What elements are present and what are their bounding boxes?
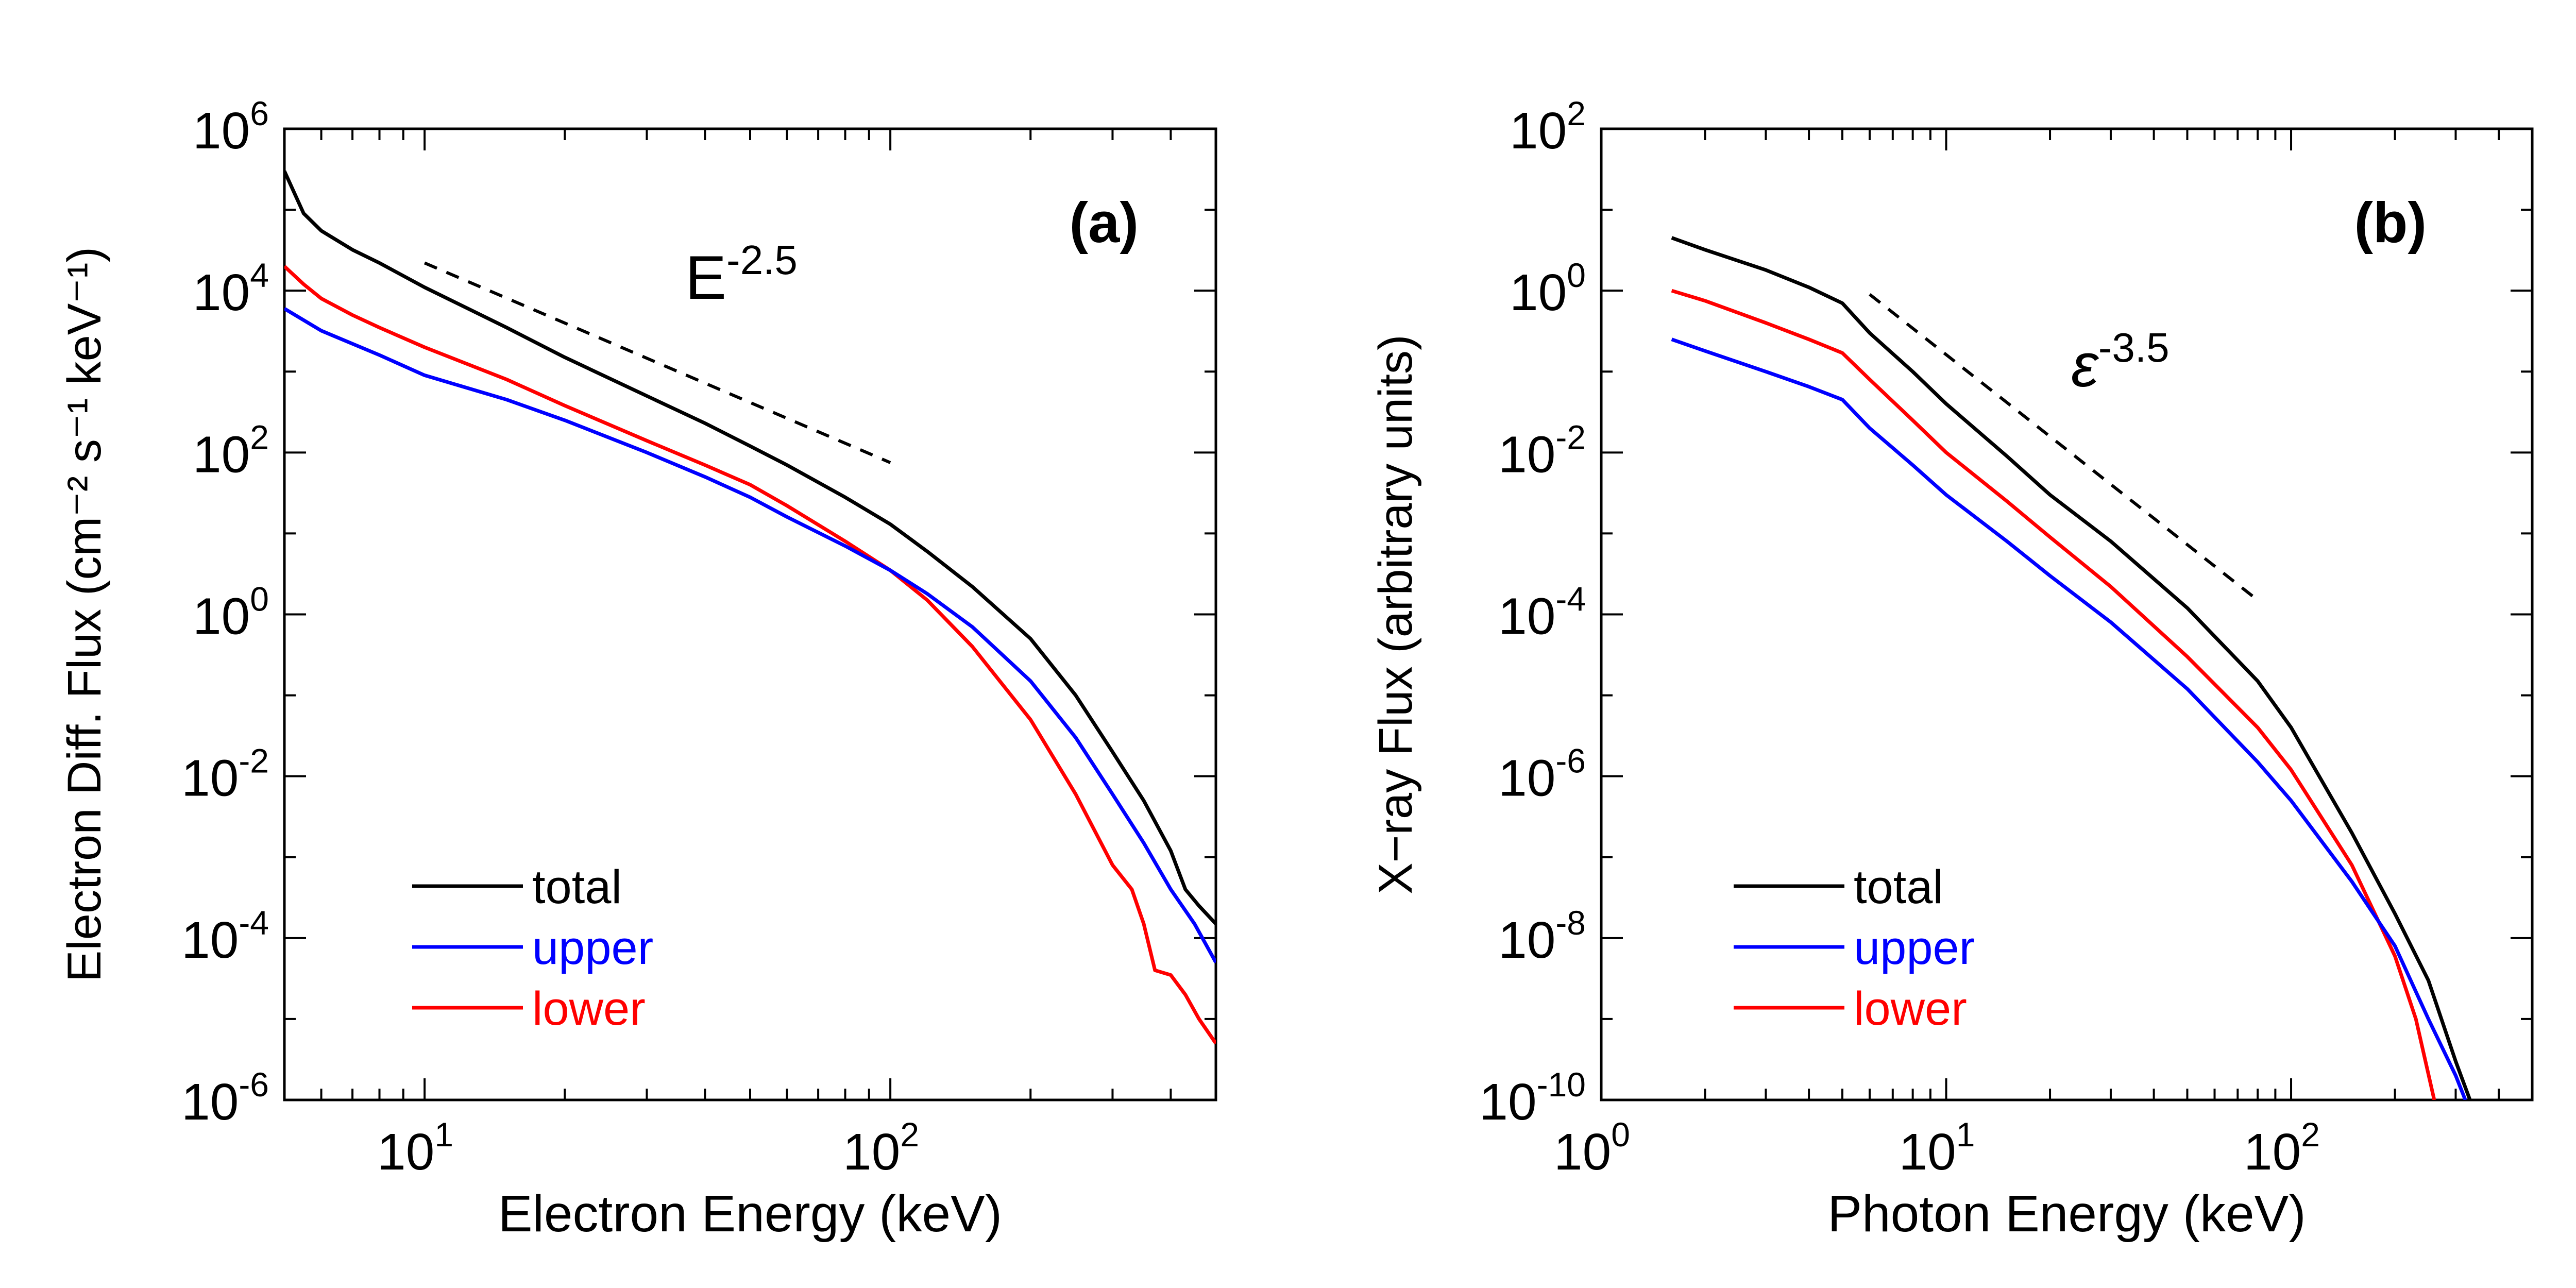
y-tick-label-base: 10 <box>1510 264 1567 321</box>
y-tick-label-base: 10 <box>181 911 239 969</box>
y-tick-label: 102 <box>1510 94 1586 160</box>
x-tick-label-exponent: 1 <box>1956 1115 1975 1154</box>
y-tick-label-exponent: -2 <box>1555 418 1586 456</box>
x-tick-label: 100 <box>1554 1115 1630 1181</box>
x-tick-label-base: 10 <box>377 1123 434 1181</box>
legend-label-upper: upper <box>1854 922 1975 974</box>
y-tick-label: 100 <box>1510 256 1586 321</box>
y-tick-label-base: 10 <box>181 1073 239 1131</box>
y-tick-label-exponent: -4 <box>1555 580 1586 618</box>
x-axis-label: Photon Energy (keV) <box>1827 1185 2306 1243</box>
power-law-label-exponent: -3.5 <box>2098 325 2170 370</box>
y-tick-label-exponent: 6 <box>250 94 269 132</box>
y-tick-label: 10-6 <box>1498 742 1586 807</box>
x-tick-label-exponent: 0 <box>1611 1115 1630 1154</box>
legend-label-upper: upper <box>532 922 653 974</box>
series-line-upper <box>1671 337 2467 1100</box>
x-tick-label: 101 <box>377 1115 453 1181</box>
y-tick-label-exponent: -4 <box>239 904 269 942</box>
y-tick-label-exponent: 2 <box>1567 94 1586 132</box>
y-axis-label: Electron Diff. Flux (cm⁻² s⁻¹ keV⁻¹) <box>58 247 111 982</box>
power-law-reference-line <box>423 261 891 464</box>
x-tick-label: 101 <box>1899 1115 1975 1181</box>
y-tick-label-base: 10 <box>193 588 250 646</box>
y-tick-label-base: 10 <box>1498 750 1555 807</box>
series-line-total <box>284 170 1216 925</box>
legend-label-lower: lower <box>1854 982 1967 1035</box>
y-tick-label-exponent: -6 <box>239 1065 269 1104</box>
power-law-label-base: ε <box>2071 331 2099 400</box>
y-tick-label-base: 10 <box>1498 911 1555 969</box>
power-law-reference-line <box>1869 293 2259 602</box>
y-tick-label: 10-2 <box>181 742 269 807</box>
y-tick-label-base: 10 <box>1479 1073 1536 1131</box>
y-tick-label-exponent: -10 <box>1537 1065 1586 1104</box>
y-tick-label-exponent: -2 <box>239 742 269 780</box>
y-tick-label-base: 10 <box>193 102 250 160</box>
series-line-lower <box>1671 289 2436 1100</box>
y-tick-label: 10-2 <box>1498 418 1586 483</box>
x-tick-label: 102 <box>2244 1115 2320 1181</box>
x-tick-label-base: 10 <box>2244 1123 2301 1181</box>
x-axis-label: Electron Energy (keV) <box>498 1185 1002 1243</box>
y-tick-label-exponent: -6 <box>1555 742 1586 780</box>
series-line-lower <box>284 265 1216 1045</box>
y-tick-label: 10-4 <box>1498 580 1586 646</box>
power-law-label: ε-3.5 <box>2071 325 2170 400</box>
series-line-total <box>1671 236 2472 1100</box>
x-tick-label-exponent: 2 <box>900 1115 919 1154</box>
x-tick-label-base: 10 <box>1554 1123 1611 1181</box>
y-tick-label: 10-8 <box>1498 904 1586 969</box>
y-tick-label: 102 <box>193 418 269 483</box>
y-tick-label-base: 10 <box>181 750 239 807</box>
y-tick-label-base: 10 <box>193 264 250 321</box>
power-law-label-base: E <box>685 243 726 312</box>
y-tick-label: 106 <box>193 94 269 160</box>
legend-label-total: total <box>532 861 622 913</box>
y-tick-label: 100 <box>193 580 269 646</box>
y-tick-label-exponent: -8 <box>1555 904 1586 942</box>
series-line-upper <box>284 307 1216 963</box>
legend-label-lower: lower <box>532 982 646 1035</box>
legend-label-total: total <box>1854 861 1943 913</box>
x-tick-label: 102 <box>843 1115 919 1181</box>
y-tick-label-exponent: 4 <box>250 256 269 294</box>
panel-label: (b) <box>2354 191 2427 255</box>
power-law-label-exponent: -2.5 <box>726 237 798 283</box>
y-tick-label: 10-6 <box>181 1065 269 1131</box>
y-tick-label-exponent: 0 <box>1567 256 1586 294</box>
y-tick-label: 10-4 <box>181 904 269 969</box>
y-tick-label-base: 10 <box>1510 102 1567 160</box>
y-tick-label: 104 <box>193 256 269 321</box>
x-tick-label-base: 10 <box>843 1123 900 1181</box>
x-tick-label-exponent: 2 <box>2301 1115 2320 1154</box>
y-tick-label: 10-10 <box>1479 1065 1586 1131</box>
y-tick-label-exponent: 0 <box>250 580 269 618</box>
panel-b: 100 101 10210-1010-810-610-410-2100102Phot… <box>1369 94 2534 1243</box>
y-axis-label: X−ray Flux (arbitrary units) <box>1369 334 1422 894</box>
y-tick-label-exponent: 2 <box>250 418 269 456</box>
power-law-label: E-2.5 <box>685 237 798 312</box>
x-tick-label-base: 10 <box>1899 1123 1956 1181</box>
panel-label: (a) <box>1070 191 1139 255</box>
y-tick-label-base: 10 <box>193 426 250 483</box>
x-tick-label-exponent: 1 <box>434 1115 453 1154</box>
y-tick-label-base: 10 <box>1498 588 1555 646</box>
y-tick-label-base: 10 <box>1498 426 1555 483</box>
